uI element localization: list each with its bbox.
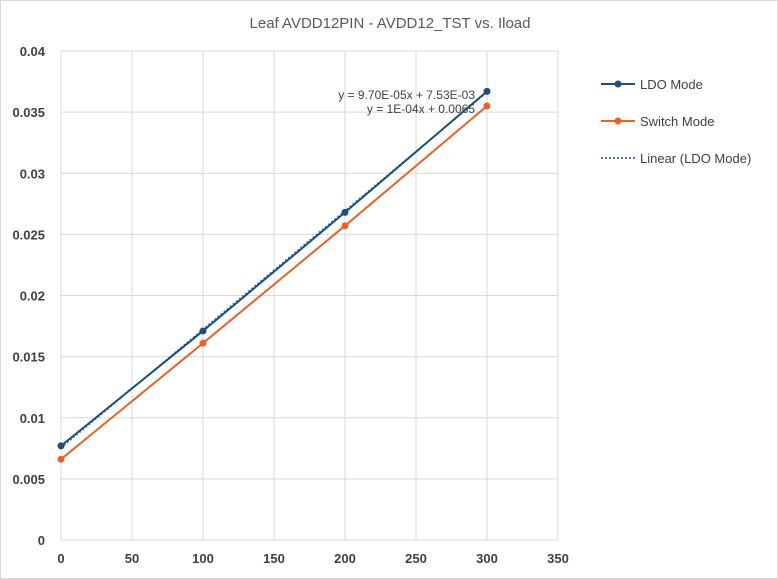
x-tick-label: 300 xyxy=(476,551,498,566)
x-tick-label: 250 xyxy=(405,551,427,566)
legend-label: Linear (LDO Mode) xyxy=(640,151,751,166)
data-point-ldo-mode xyxy=(341,208,349,216)
legend-marker xyxy=(614,117,622,125)
data-point-ldo-mode xyxy=(199,327,207,335)
tick-layer: 0 50 100 150 200 250 300 350 0 0.005 0.01 0.015 0.02… xyxy=(12,44,568,566)
legend-marker xyxy=(614,80,622,88)
annotation-layer: y = 9.70E-05x + 7.53E-03y = 1E-04x + 0.0… xyxy=(338,88,475,116)
x-tick-label: 350 xyxy=(547,551,569,566)
x-tick-label: 150 xyxy=(263,551,285,566)
y-tick-label: 0 xyxy=(38,533,45,548)
y-tick-label: 0.025 xyxy=(12,227,45,242)
series-line-switch-mode xyxy=(60,105,488,461)
y-tick-label: 0.015 xyxy=(12,350,45,365)
chart-title: Leaf AVDD12PIN - AVDD12_TST vs. Iload xyxy=(250,15,531,32)
y-tick-label: 0.035 xyxy=(12,105,45,120)
x-tick-label: 50 xyxy=(125,551,139,566)
trendline-equation-switch: y = 1E-04x + 0.0065 xyxy=(367,102,475,116)
y-tick-label: 0.01 xyxy=(20,411,45,426)
data-point-switch-mode xyxy=(199,339,207,347)
data-point-switch-mode xyxy=(483,102,491,110)
legend-label: LDO Mode xyxy=(640,77,703,92)
y-tick-label: 0.02 xyxy=(20,289,45,304)
legend: LDO Mode Switch Mode Linear (LDO Mode) xyxy=(601,77,751,166)
data-point-ldo-mode xyxy=(483,87,491,95)
trendline-equation-ldo: y = 9.70E-05x + 7.53E-03 xyxy=(338,88,475,102)
y-tick-label: 0.03 xyxy=(20,166,45,181)
series-layer xyxy=(57,87,491,463)
data-point-switch-mode xyxy=(57,455,65,463)
series-line-ldo-mode xyxy=(60,90,488,447)
y-tick-label: 0.04 xyxy=(20,44,46,59)
data-point-switch-mode xyxy=(341,222,349,230)
grid-layer xyxy=(60,50,559,541)
legend-label: Switch Mode xyxy=(640,114,714,129)
x-tick-label: 200 xyxy=(334,551,356,566)
y-tick-label: 0.005 xyxy=(12,472,45,487)
x-tick-label: 0 xyxy=(57,551,64,566)
x-tick-label: 100 xyxy=(192,551,214,566)
data-point-ldo-mode xyxy=(57,442,65,450)
